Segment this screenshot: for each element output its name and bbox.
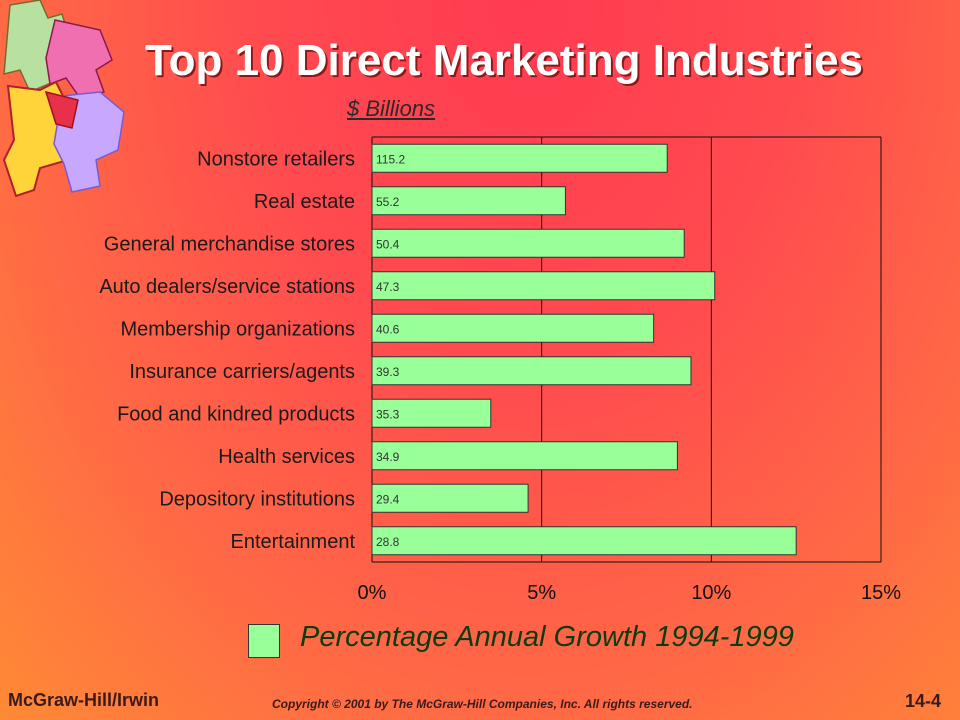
bar (371, 441, 678, 471)
data-label: 29.4 (376, 492, 400, 506)
slide-title: Top 10 Direct Marketing Industries (145, 36, 864, 85)
data-label: 39.3 (376, 365, 400, 379)
category-label: Membership organizations (120, 318, 355, 340)
bar (371, 356, 692, 386)
data-label: 115.2 (376, 152, 405, 166)
category-label: Real estate (254, 191, 355, 213)
category-label: Food and kindred products (117, 403, 355, 425)
bar (371, 143, 668, 173)
x-tick-label: 10% (691, 582, 731, 604)
x-tick-label: 15% (861, 582, 901, 604)
copyright-notice: Copyright © 2001 by The McGraw-Hill Comp… (272, 697, 693, 711)
data-label: 47.3 (376, 280, 400, 294)
x-tick-label: 0% (358, 582, 387, 604)
data-label: 28.8 (376, 535, 400, 549)
data-label: 40.6 (376, 322, 400, 336)
category-label: Entertainment (230, 531, 355, 553)
category-label: Depository institutions (159, 488, 355, 510)
x-tick-label: 5% (527, 582, 556, 604)
data-label: 35.3 (376, 407, 400, 421)
data-label: 55.2 (376, 195, 400, 209)
bar (371, 483, 529, 513)
bar (371, 313, 655, 343)
bar (371, 398, 492, 428)
publisher-label: McGraw-Hill/Irwin (8, 690, 160, 710)
data-label: 34.9 (376, 450, 400, 464)
bar (371, 526, 797, 556)
slide-number: 14-4 (905, 691, 942, 711)
legend-label: Percentage Annual Growth 1994-1999 (300, 621, 794, 653)
category-label: General merchandise stores (104, 233, 355, 255)
category-label: Health services (218, 446, 355, 468)
data-label: 50.4 (376, 237, 400, 251)
legend-swatch (248, 624, 280, 658)
category-label: Auto dealers/service stations (99, 276, 355, 298)
bar (371, 271, 716, 301)
units-label: $ Billions (347, 96, 436, 121)
category-label: Nonstore retailers (197, 148, 355, 170)
puzzle-pieces-graphic (2, 0, 125, 198)
category-label: Insurance carriers/agents (129, 361, 355, 383)
bar (371, 186, 566, 216)
bar (371, 228, 685, 258)
